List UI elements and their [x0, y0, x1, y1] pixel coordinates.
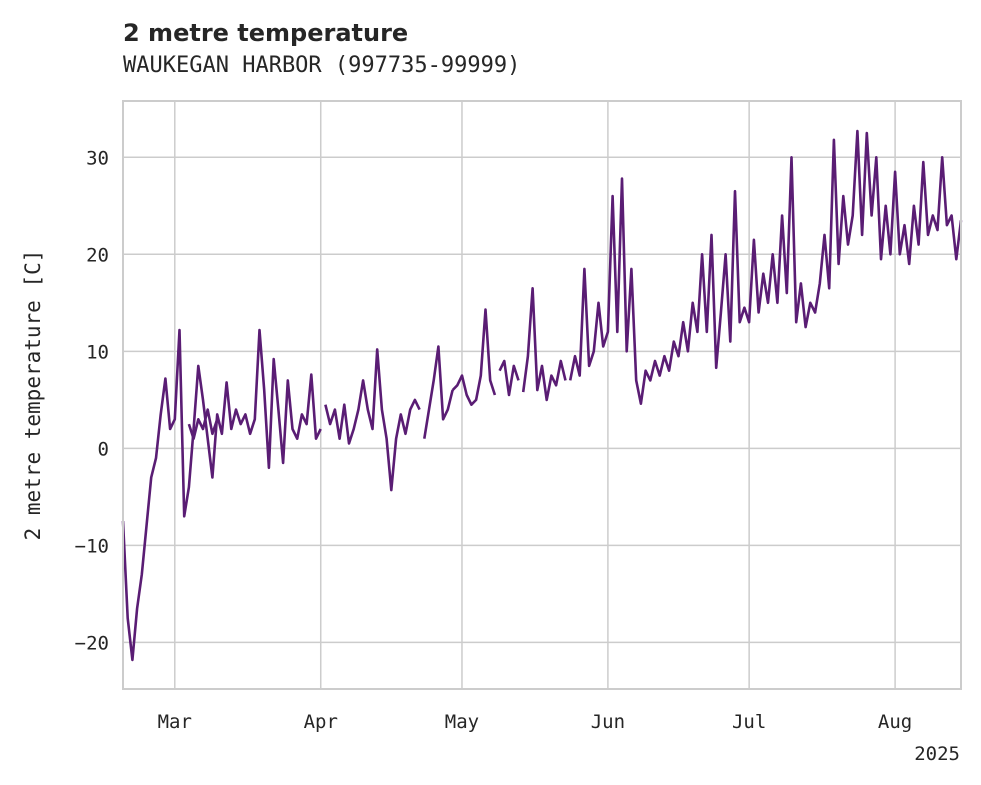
y-tick-labels: 30 20 10 0 −10 −20 [75, 147, 109, 654]
temperature-series-line [498, 359, 520, 397]
x-axis-year-label: 2025 [914, 743, 960, 765]
plot-frame [122, 100, 962, 690]
x-tick-label: Mar [158, 711, 192, 733]
chart-subtitle: WAUKEGAN HARBOR (997735-99999) [123, 53, 520, 78]
chart-title: 2 metre temperature [123, 19, 408, 47]
y-tick-label: 10 [86, 341, 109, 363]
temperature-series-line [324, 348, 421, 492]
temperature-series-line [451, 308, 497, 407]
temperature-series-line [423, 345, 454, 439]
x-tick-label: Jun [591, 711, 625, 733]
x-tick-label: Jul [732, 711, 766, 733]
y-tick-label: −20 [75, 632, 109, 654]
y-axis-label: 2 metre temperature [C] [21, 250, 45, 541]
x-tick-labels: Mar Apr May Jun Jul Aug [158, 711, 913, 733]
x-tick-label: Apr [304, 711, 338, 733]
y-tick-label: 20 [86, 244, 109, 266]
temperature-series-line [187, 408, 219, 441]
temperature-series-line [521, 286, 567, 402]
temperature-series-line [568, 129, 963, 406]
series-layer [121, 129, 963, 662]
x-tick-label: Aug [878, 711, 912, 733]
x-tick-label: May [445, 711, 479, 733]
y-tick-label: 0 [98, 438, 109, 460]
grid-lines [123, 101, 961, 689]
y-tick-label: 30 [86, 147, 109, 169]
temperature-series-line [121, 328, 322, 662]
y-tick-label: −10 [75, 535, 109, 557]
